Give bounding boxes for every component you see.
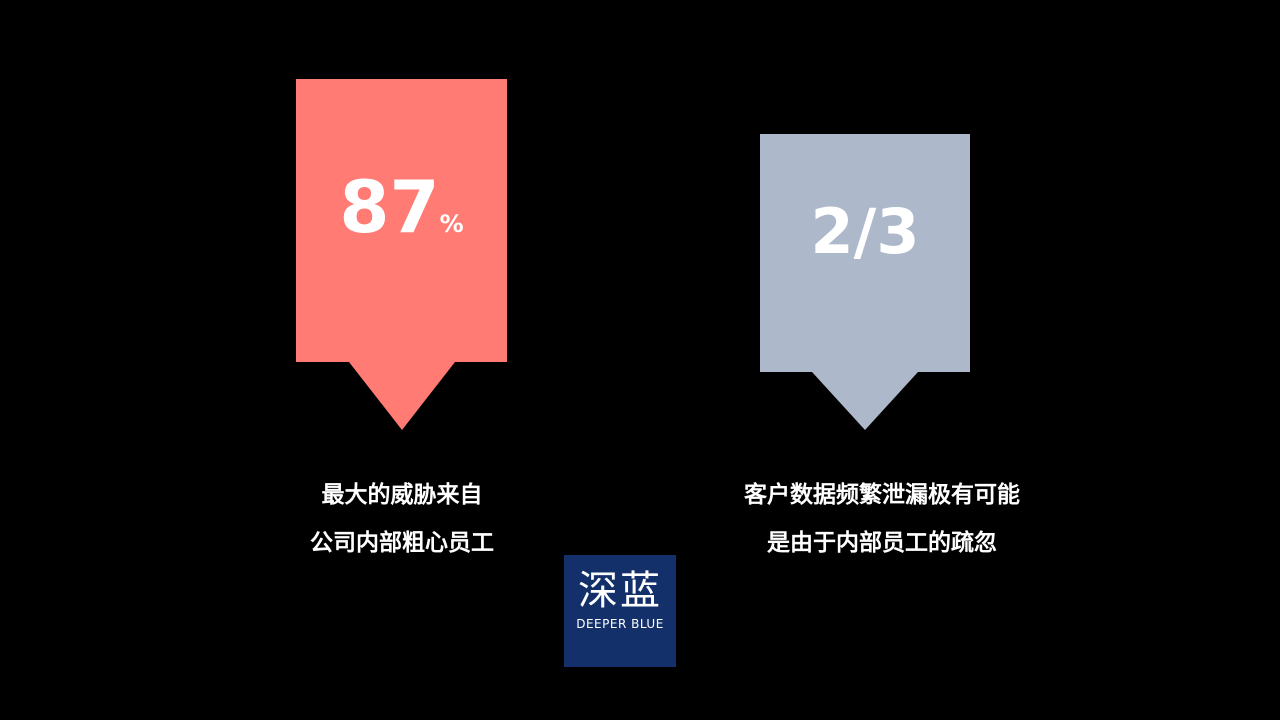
logo-en-text: DEEPER BLUE [576,617,664,631]
right-caption-line: 是由于内部员工的疏忽 [767,530,997,556]
left-stat-unit: % [439,210,464,238]
right-stat: 2/3 [760,195,970,268]
left-caption-line: 公司内部粗心员工 [310,530,494,556]
right-caption-line: 客户数据频繁泄漏极有可能 [744,482,1020,508]
right-stat-value: 2/3 [810,195,920,268]
left-stat-value: 87 [339,165,440,249]
logo-cn-text: 深蓝 [578,568,662,614]
right-caption: 客户数据频繁泄漏极有可能 是由于内部员工的疏忽 [700,471,1064,567]
left-callout-shape [296,79,507,430]
left-caption-line: 最大的威胁来自 [321,482,483,508]
left-stat: 87% [296,165,507,249]
deeper-blue-logo: 深蓝 DEEPER BLUE [564,555,676,667]
left-caption: 最大的威胁来自 公司内部粗心员工 [250,471,554,567]
right-callout-shape [760,134,970,430]
